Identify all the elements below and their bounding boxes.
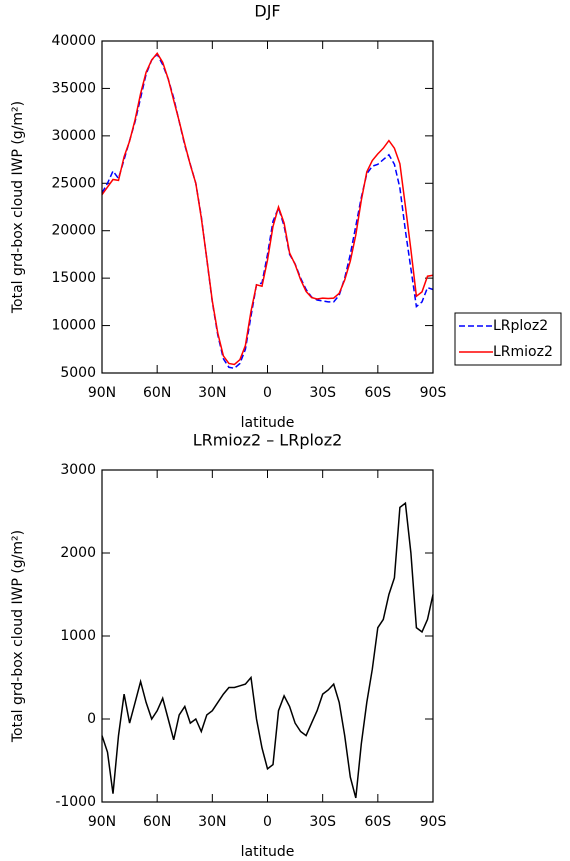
- x-tick-label: 60S: [364, 814, 391, 830]
- y-tick-label: 5000: [60, 365, 96, 381]
- y-tick-label: 1000: [60, 628, 96, 644]
- legend-box: [454, 312, 562, 366]
- legend-label: LRmioz2: [493, 344, 553, 360]
- y-tick-label: 35000: [51, 80, 96, 96]
- plot-frame: [101, 40, 434, 374]
- x-tick-label: 60N: [143, 385, 171, 401]
- chart-title: LRmioz2 – LRploz2: [193, 431, 343, 450]
- panel: DJF latitude Total grd-box cloud IWP (g/m²…: [10, 2, 562, 431]
- y-tick-label: 2000: [60, 545, 96, 561]
- y-axis-label: Total grd-box cloud IWP (g/m²): [10, 101, 26, 314]
- x-tick-label: 60S: [364, 385, 391, 401]
- x-axis-label: latitude: [241, 415, 295, 431]
- y-axis-label: Total grd-box cloud IWP (g/m²): [10, 530, 26, 743]
- y-tick-label: 20000: [51, 223, 96, 239]
- y-tick-label: 40000: [51, 33, 96, 49]
- legend-label: LRploz2: [493, 318, 548, 334]
- x-tick-label: 90S: [420, 385, 447, 401]
- y-tick-label: 0: [87, 711, 96, 727]
- x-axis-label: latitude: [241, 844, 295, 860]
- x-tick-label: 30N: [198, 814, 226, 830]
- y-tick-label: 25000: [51, 175, 96, 191]
- x-tick-label: 0: [263, 385, 272, 401]
- y-tick-label: 3000: [60, 462, 96, 478]
- y-tick-label: 30000: [51, 128, 96, 144]
- x-tick-label: 30S: [309, 814, 336, 830]
- series-line: [101, 52, 434, 366]
- x-tick-label: 60N: [143, 814, 171, 830]
- y-tick-label: 15000: [51, 270, 96, 286]
- x-tick-label: 30N: [198, 385, 226, 401]
- y-tick-label: -1000: [55, 794, 96, 810]
- x-tick-label: 90N: [88, 385, 116, 401]
- y-tick-label: 10000: [51, 318, 96, 334]
- x-tick-label: 90S: [420, 814, 447, 830]
- x-tick-label: 30S: [309, 385, 336, 401]
- x-tick-label: 90N: [88, 814, 116, 830]
- chart-title: DJF: [254, 2, 280, 21]
- panel: LRmioz2 – LRploz2 latitude Total grd-box c…: [10, 431, 446, 861]
- series-line: [101, 501, 434, 799]
- series-line: [101, 53, 434, 370]
- plot-frame: [101, 469, 434, 803]
- x-tick-label: 0: [263, 814, 272, 830]
